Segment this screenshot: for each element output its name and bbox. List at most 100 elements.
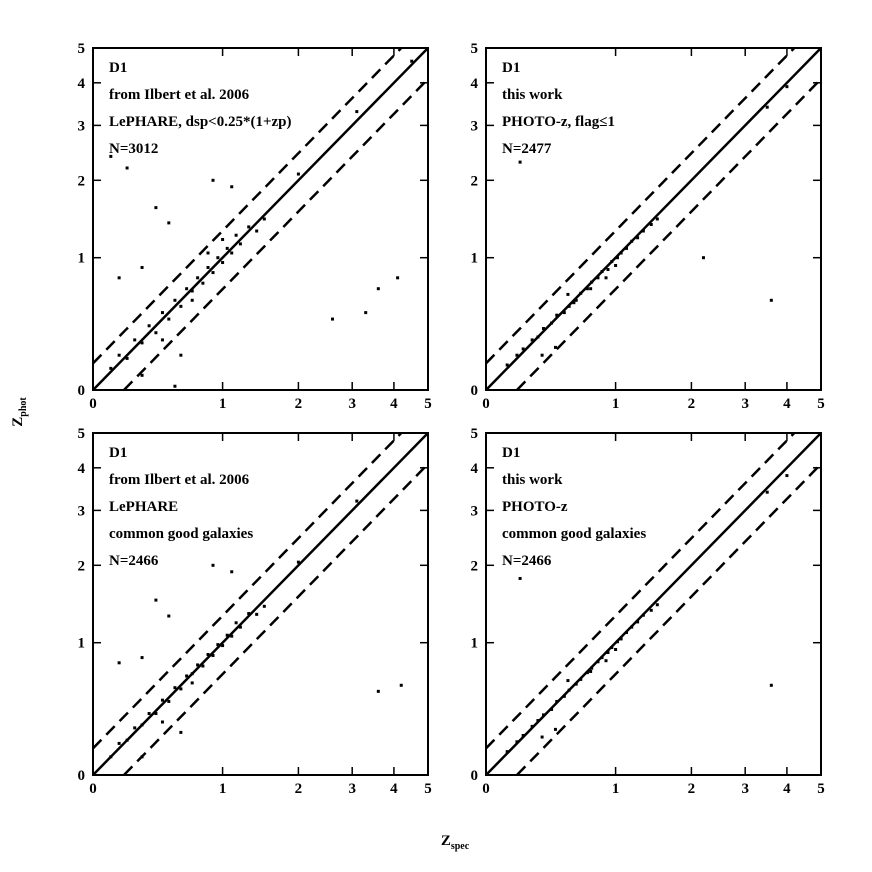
- reference-line: [516, 463, 821, 775]
- data-point: [555, 699, 559, 703]
- data-point: [117, 661, 121, 665]
- data-point: [649, 608, 653, 612]
- data-point: [505, 750, 509, 754]
- data-point: [330, 317, 334, 321]
- y-tick-label: 3: [78, 503, 86, 519]
- x-tick-label: 2: [688, 781, 696, 797]
- data-point: [649, 222, 653, 226]
- data-point: [530, 724, 534, 728]
- data-point: [615, 640, 619, 644]
- data-point: [376, 689, 380, 693]
- data-point: [190, 289, 194, 293]
- data-point: [355, 499, 359, 503]
- data-point: [154, 331, 158, 335]
- annotation: PHOTO-z, flag≤1: [502, 114, 615, 130]
- data-point: [221, 644, 225, 648]
- y-tick-label: 0: [78, 768, 86, 784]
- data-point: [701, 256, 705, 260]
- data-point: [147, 712, 151, 716]
- data-point: [255, 612, 259, 616]
- data-point: [562, 311, 566, 315]
- x-tick-label: 3: [348, 781, 356, 797]
- data-point: [619, 637, 623, 641]
- data-point: [590, 666, 594, 670]
- data-point: [540, 735, 544, 739]
- x-tick-label: 2: [688, 396, 696, 412]
- data-point: [765, 105, 769, 109]
- data-point: [541, 327, 545, 331]
- annotation: this work: [502, 87, 563, 103]
- data-point: [769, 683, 773, 687]
- data-point: [296, 560, 300, 564]
- annotation: N=2477: [502, 141, 552, 157]
- data-point: [589, 287, 593, 291]
- data-point: [211, 271, 215, 275]
- data-point: [606, 268, 610, 272]
- data-point: [173, 298, 177, 302]
- annotation: PHOTO-z: [502, 499, 568, 515]
- data-point: [206, 251, 210, 255]
- data-point: [125, 356, 129, 360]
- data-point: [216, 643, 220, 647]
- data-point: [262, 604, 266, 608]
- data-point: [619, 251, 623, 255]
- y-tick-label: 1: [471, 636, 479, 652]
- data-point: [785, 474, 789, 478]
- data-point: [630, 625, 634, 629]
- data-point: [117, 276, 121, 280]
- annotation: D1: [502, 60, 520, 76]
- reference-line: [93, 433, 428, 775]
- panel: [486, 433, 821, 775]
- x-tick-label: 3: [741, 396, 749, 412]
- data-point: [125, 166, 129, 170]
- reference-line: [516, 78, 821, 390]
- data-point: [530, 338, 534, 342]
- data-point: [606, 650, 610, 654]
- data-point: [355, 110, 359, 114]
- data-point: [167, 221, 171, 225]
- data-point: [247, 612, 251, 616]
- x-tick-label: 0: [482, 781, 490, 797]
- annotation: from Ilbert et al. 2006: [109, 87, 250, 103]
- data-point: [185, 287, 189, 291]
- data-point: [247, 225, 251, 229]
- data-point: [201, 664, 205, 668]
- y-tick-label: 2: [78, 173, 86, 189]
- x-tick-label: 0: [482, 396, 490, 412]
- data-point: [589, 669, 593, 673]
- y-tick-label: 3: [78, 118, 86, 134]
- y-tick-label: 2: [471, 558, 479, 574]
- data-point: [550, 707, 554, 711]
- data-point: [396, 276, 400, 280]
- data-point: [179, 687, 183, 691]
- reference-line: [486, 48, 821, 390]
- data-point: [230, 185, 234, 189]
- data-point: [133, 338, 137, 342]
- data-point: [505, 363, 509, 367]
- data-point: [117, 741, 121, 745]
- y-tick-label: 4: [471, 76, 479, 92]
- data-point: [179, 353, 183, 357]
- data-point: [636, 236, 640, 240]
- data-point: [536, 719, 540, 723]
- data-point: [167, 699, 171, 703]
- data-point: [125, 738, 129, 742]
- data-point: [624, 630, 628, 634]
- x-tick-label: 4: [390, 781, 398, 797]
- data-point: [600, 656, 604, 660]
- data-point: [211, 654, 215, 658]
- panel: [486, 48, 821, 390]
- data-point: [550, 321, 554, 325]
- data-point: [154, 712, 158, 716]
- annotation: N=2466: [502, 553, 552, 569]
- x-tick-label: 5: [817, 396, 825, 412]
- data-point: [567, 688, 571, 692]
- data-point: [206, 265, 210, 269]
- data-point: [238, 242, 242, 246]
- x-tick-label: 5: [424, 396, 432, 412]
- x-label-main: Z: [441, 833, 451, 849]
- x-tick-label: 2: [295, 396, 303, 412]
- reference-line: [123, 78, 428, 390]
- y-tick-label: 4: [471, 461, 479, 477]
- data-point: [190, 298, 194, 302]
